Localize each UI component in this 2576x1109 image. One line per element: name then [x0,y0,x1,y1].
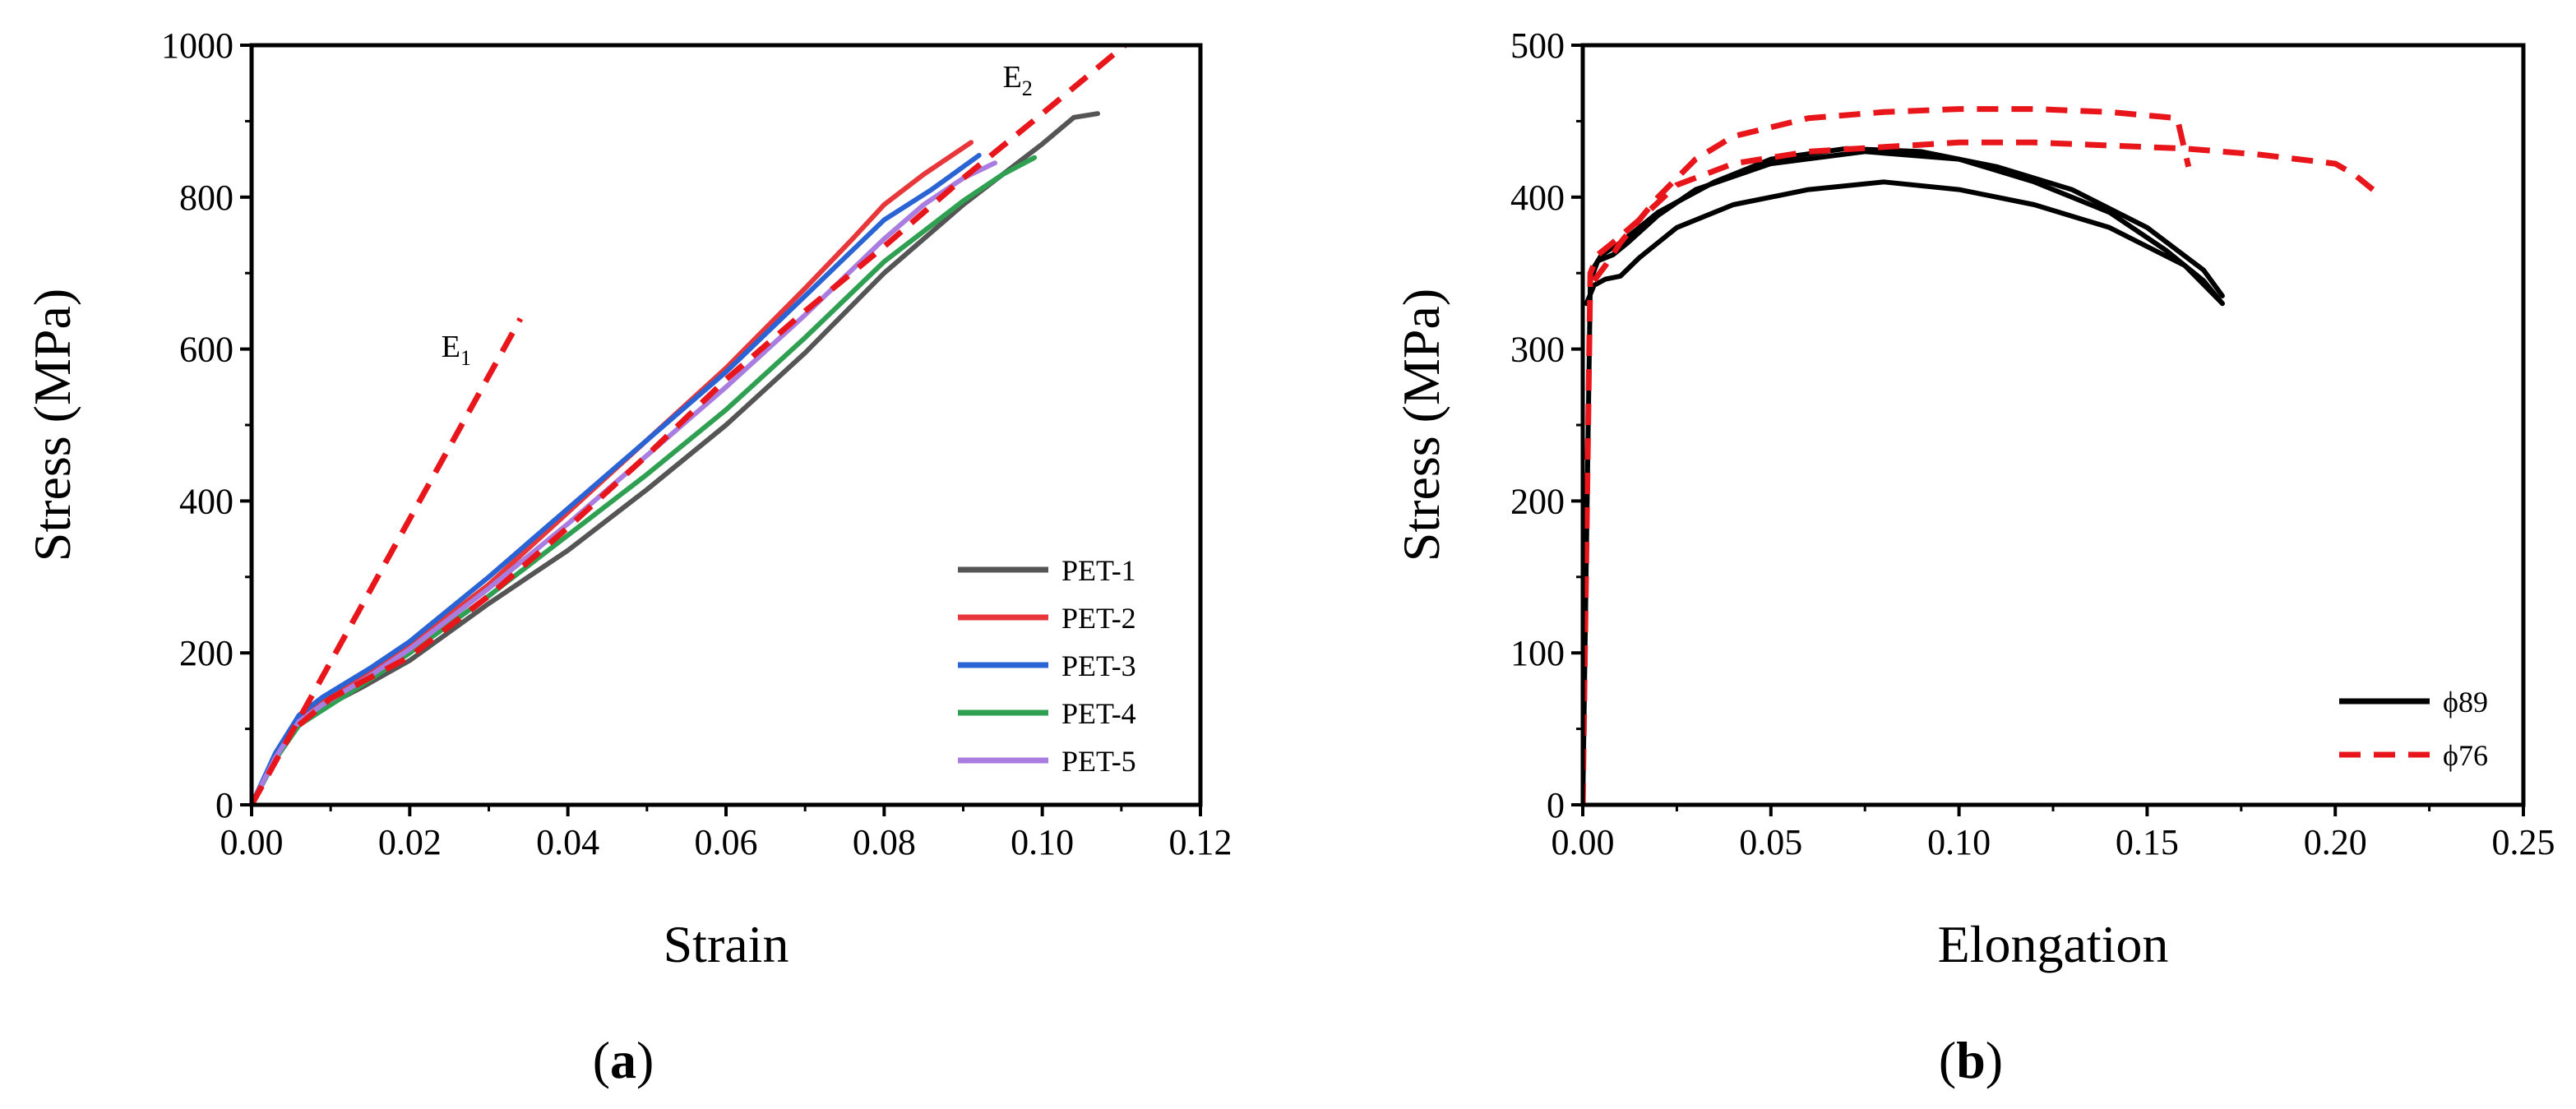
panel-b-y-tick-label: 100 [1510,633,1565,673]
panel-a-series-line-e1 [252,317,524,805]
panel-b-y-tick-label: 500 [1510,25,1565,66]
panel-b-y-tick-label: 300 [1510,330,1565,370]
panel-a-series-line-pet-1 [252,111,1100,805]
panel-a-label: (a) [593,1031,654,1089]
panel-a-legend-label: PET-1 [1061,554,1136,587]
annotation-e1-text: E [442,330,460,364]
panel-b-legend: ϕ89 ϕ76 [2339,686,2488,772]
panel-a-x-tick-label: 0.02 [378,822,442,862]
panel-a-legend-label: PET-3 [1061,649,1136,682]
panel-a-x-tick-label: 0.06 [695,822,758,862]
panel-a-x-axis-title: Strain [664,915,789,973]
panel-a-legend-label: PET-5 [1061,745,1136,778]
panel-b-legend-label: ϕ76 [2443,739,2488,772]
panel-b-label-letter: b [1956,1031,1986,1089]
panel-a-x-tick-label: 0.00 [220,822,284,862]
panel-b-stress-elongation-chart: 0.00 0.05 0.10 0.15 0.20 0.25 0 100 200 300 400 500… [1392,25,2555,1089]
panel-b-x-tick-label: 0.20 [2304,822,2367,862]
panel-a-ticks: 0.00 0.02 0.04 0.06 0.08 0.10 0.12 0 200 400 600 80… [161,25,1233,862]
panel-b-x-tick-label: 0.05 [1739,822,1802,862]
panel-b-y-tick-label: 400 [1510,178,1565,218]
panel-a-y-axis-title: Stress (MPa) [23,289,81,561]
panel-a-x-tick-label: 0.08 [853,822,916,862]
panel-a-legend-label: PET-2 [1061,602,1136,635]
panel-b-plot-area [1583,106,2375,805]
panel-a-x-tick-label: 0.04 [536,822,599,862]
panel-b-x-tick-label: 0.15 [2116,822,2179,862]
panel-a-y-tick-label: 800 [179,178,234,218]
panel-a-stress-strain-chart: 0.00 0.02 0.04 0.06 0.08 0.10 0.12 0 200 400 600 80… [23,25,1233,1089]
annotation-e2-sub: 2 [1022,76,1033,100]
annotation-e1-sub: 1 [460,346,471,370]
panel-b-x-axis-title: Elongation [1938,915,2169,973]
panel-b-ticks: 0.00 0.05 0.10 0.15 0.20 0.25 0 100 200 300 400 500 [1510,25,2555,862]
panel-a-x-tick-label: 0.12 [1169,822,1233,862]
panel-a-y-tick-label: 0 [215,785,234,825]
annotation-e2-text: E [1003,60,1022,95]
panel-b-series-line-76 [1583,139,2375,805]
panel-a-series-line-e2 [297,45,1130,728]
annotation-e2: E2 [1003,60,1033,100]
panel-b-axes-frame [1580,43,2526,807]
panel-b-label: (b) [1939,1031,2003,1089]
panel-b-legend-label: ϕ89 [2443,686,2488,719]
panel-b-x-tick-label: 0.00 [1552,822,1615,862]
panel-a-y-tick-label: 1000 [161,25,234,66]
panel-a-plot-area [252,45,1130,805]
panel-b-y-axis-title: Stress (MPa) [1392,289,1450,561]
panel-a-label-letter: a [610,1031,636,1089]
annotation-e1: E1 [442,330,471,370]
panel-b-series-line-89 [1583,149,2225,805]
panel-b-series-line-89-specimen-2 [1584,179,2225,307]
panel-b-y-tick-label: 200 [1510,481,1565,521]
panel-b-x-tick-label: 0.25 [2492,822,2555,862]
panel-a-y-tick-label: 600 [179,330,234,370]
panel-a-legend: PET-1 PET-2 PET-3 PET-4 PET-5 [958,554,1136,778]
panel-a-legend-label: PET-4 [1061,697,1136,730]
panel-a-series-line-pet-4 [252,155,1038,805]
panel-b-y-tick-label: 0 [1547,785,1565,825]
panel-a-y-tick-label: 200 [179,633,234,673]
panel-b-series-line-76-specimen-2 [1591,106,2192,283]
panel-a-y-tick-label: 400 [179,481,234,521]
panel-b-x-tick-label: 0.10 [1927,822,1991,862]
panel-a-x-tick-label: 0.10 [1011,822,1074,862]
